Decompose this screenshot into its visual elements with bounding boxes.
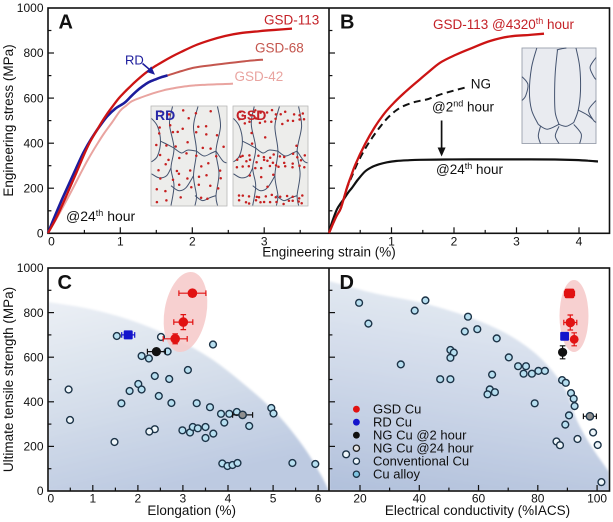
svg-text:0: 0 xyxy=(47,491,54,505)
svg-text:@24th hour: @24th hour xyxy=(436,161,504,177)
svg-text:2: 2 xyxy=(135,491,142,505)
svg-text:80: 80 xyxy=(531,491,545,505)
svg-text:800: 800 xyxy=(23,306,43,320)
svg-text:3: 3 xyxy=(513,235,520,249)
svg-text:400: 400 xyxy=(23,136,43,150)
svg-text:4: 4 xyxy=(225,491,232,505)
svg-text:1: 1 xyxy=(89,491,96,505)
svg-text:Elongation (%): Elongation (%) xyxy=(147,503,236,518)
svg-text:RD: RD xyxy=(125,53,144,68)
svg-text:C: C xyxy=(58,272,72,294)
svg-text:D: D xyxy=(340,272,354,294)
svg-text:B: B xyxy=(340,12,354,34)
svg-text:Ultimate tensile strength (MPa: Ultimate tensile strength (MPa) xyxy=(1,287,16,472)
svg-text:Electrical conductivity (%IACS: Electrical conductivity (%IACS) xyxy=(385,503,570,518)
svg-text:A: A xyxy=(59,12,73,34)
svg-text:NG: NG xyxy=(471,77,491,92)
svg-text:Cu alloy: Cu alloy xyxy=(373,467,420,482)
svg-text:1: 1 xyxy=(117,235,124,249)
svg-text:GSD-113 @4320th hour: GSD-113 @4320th hour xyxy=(433,16,575,32)
svg-text:RD Cu: RD Cu xyxy=(373,415,412,430)
svg-text:600: 600 xyxy=(23,350,43,364)
svg-text:Engineering stress (MPa): Engineering stress (MPa) xyxy=(1,44,16,196)
svg-text:Conventional Cu: Conventional Cu xyxy=(373,454,469,469)
svg-text:1: 1 xyxy=(388,235,395,249)
svg-text:800: 800 xyxy=(23,46,43,60)
svg-text:0: 0 xyxy=(48,235,55,249)
svg-text:NG Cu @2 hour: NG Cu @2 hour xyxy=(373,428,467,443)
svg-text:0: 0 xyxy=(37,227,44,241)
svg-text:20: 20 xyxy=(353,491,367,505)
svg-text:100: 100 xyxy=(587,491,607,505)
svg-text:1000: 1000 xyxy=(17,1,44,15)
svg-text:4: 4 xyxy=(576,235,583,249)
svg-text:200: 200 xyxy=(23,181,43,195)
svg-text:6: 6 xyxy=(315,491,322,505)
svg-text:2: 2 xyxy=(451,235,458,249)
svg-text:3: 3 xyxy=(180,491,187,505)
svg-text:0: 0 xyxy=(37,484,44,498)
svg-text:GSD-68: GSD-68 xyxy=(255,41,304,56)
svg-text:3: 3 xyxy=(261,235,268,249)
svg-text:@24th hour: @24th hour xyxy=(66,208,136,224)
svg-text:GSD-42: GSD-42 xyxy=(235,69,284,84)
svg-text:@2nd hour: @2nd hour xyxy=(432,99,495,115)
svg-text:Engineering strain (%): Engineering strain (%) xyxy=(262,245,396,260)
svg-text:5: 5 xyxy=(270,491,277,505)
svg-text:400: 400 xyxy=(23,395,43,409)
svg-text:2: 2 xyxy=(189,235,196,249)
svg-text:GSD-113: GSD-113 xyxy=(264,13,319,28)
svg-text:1000: 1000 xyxy=(17,261,44,275)
svg-text:200: 200 xyxy=(23,440,43,454)
svg-text:GSD Cu: GSD Cu xyxy=(373,402,421,417)
svg-text:RD: RD xyxy=(155,107,175,123)
svg-text:GSD: GSD xyxy=(236,107,266,123)
svg-text:NG Cu @24 hour: NG Cu @24 hour xyxy=(373,441,474,456)
svg-text:40: 40 xyxy=(413,491,427,505)
svg-text:600: 600 xyxy=(23,91,43,105)
svg-text:60: 60 xyxy=(472,491,486,505)
